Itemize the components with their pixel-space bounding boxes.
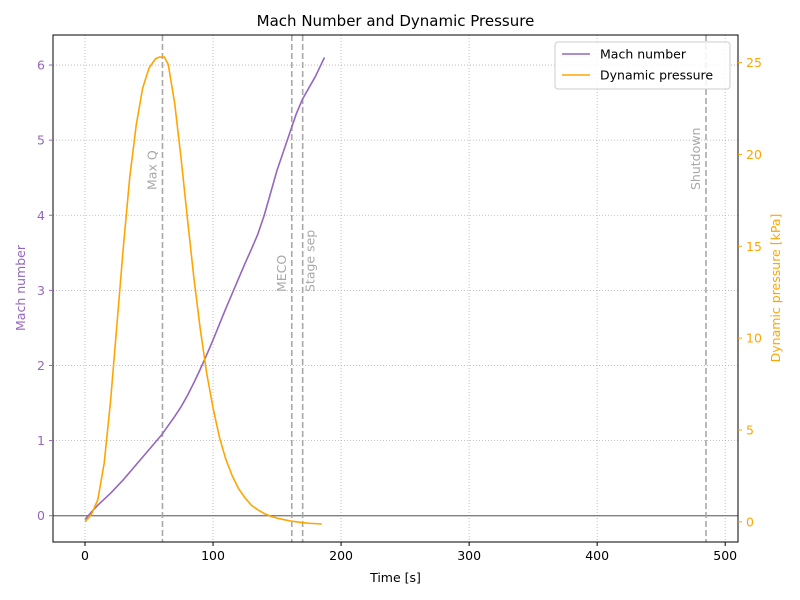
y-right-tick-label: 15 bbox=[746, 239, 762, 254]
event-label: MECO bbox=[274, 255, 289, 292]
y-left-tick-label: 2 bbox=[37, 358, 45, 373]
x-tick-label: 300 bbox=[457, 548, 481, 563]
series-layer bbox=[84, 56, 326, 525]
y-left-tick-label: 4 bbox=[37, 208, 45, 223]
y-left-tick-label: 6 bbox=[37, 58, 45, 73]
event-labels-layer: Max Q MECO Stage sep Shutdown bbox=[144, 128, 703, 292]
y-right-tick-label: 10 bbox=[746, 331, 762, 346]
legend-label-mach: Mach number bbox=[600, 47, 687, 62]
y-left-tick-label: 0 bbox=[37, 508, 45, 523]
y-right-tick-label: 20 bbox=[746, 147, 762, 162]
legend-box bbox=[554, 41, 731, 90]
x-tick-label: 0 bbox=[81, 548, 89, 563]
event-label: Max Q bbox=[144, 150, 159, 190]
y-left-tick-label: 5 bbox=[37, 133, 45, 148]
y-left-tick-label: 1 bbox=[37, 433, 45, 448]
dynamic-pressure-line bbox=[84, 56, 322, 525]
mach-number-line bbox=[84, 57, 326, 520]
legend: Mach number Dynamic pressure bbox=[554, 41, 731, 90]
y-right-tick-label: 0 bbox=[746, 514, 754, 529]
x-tick-label: 100 bbox=[201, 548, 225, 563]
tick-layer: 0 100 200 300 400 500 0 1 2 3 4 5 6 0 5 10 15 20 25 bbox=[37, 55, 762, 563]
y-left-tick-label: 3 bbox=[37, 283, 45, 298]
x-tick-label: 200 bbox=[329, 548, 353, 563]
event-label: Stage sep bbox=[303, 230, 318, 292]
plot-frame bbox=[52, 34, 739, 543]
x-tick-label: 400 bbox=[585, 548, 609, 563]
event-label: Shutdown bbox=[688, 128, 703, 190]
y-right-tick-label: 5 bbox=[746, 422, 754, 437]
legend-label-pressure: Dynamic pressure bbox=[600, 68, 713, 83]
y-left-axis-label: Mach number bbox=[13, 244, 28, 331]
y-right-axis-label: Dynamic pressure [kPa] bbox=[768, 214, 783, 363]
event-lines-layer bbox=[161, 35, 707, 542]
chart-title: Mach Number and Dynamic Pressure bbox=[257, 12, 535, 30]
x-axis-label: Time [s] bbox=[369, 570, 421, 585]
y-right-tick-label: 25 bbox=[746, 55, 762, 70]
x-tick-label: 500 bbox=[713, 548, 737, 563]
